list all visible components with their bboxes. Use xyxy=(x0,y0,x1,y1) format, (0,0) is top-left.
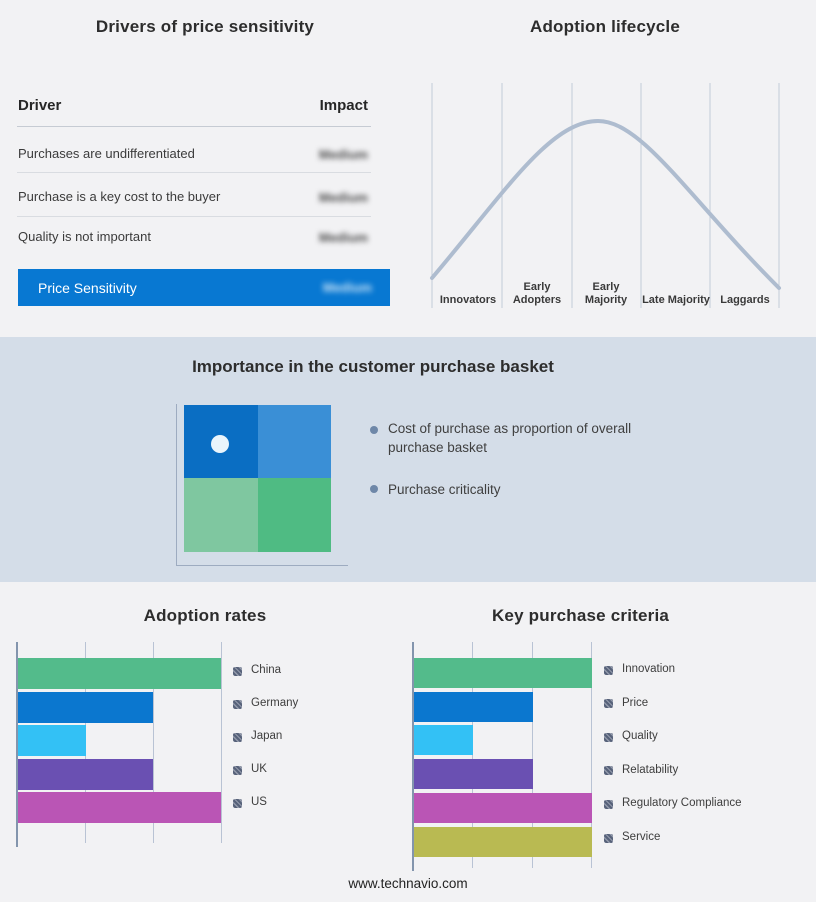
blurred-impact-value: Medium xyxy=(318,190,368,205)
legend-swatch-quality xyxy=(604,733,613,742)
bullet-icon xyxy=(370,485,378,493)
bar-quality xyxy=(414,725,473,755)
bar-china xyxy=(18,658,221,689)
gridline xyxy=(532,642,533,868)
drivers-panel-title: Drivers of price sensitivity xyxy=(95,17,315,36)
legend-swatch-germany xyxy=(233,700,242,709)
gridline xyxy=(591,642,592,868)
purchase-basket-band xyxy=(0,337,816,582)
stage-label-early-adopters: Early Adopters xyxy=(512,281,562,306)
table-row-divider xyxy=(17,172,371,173)
price-sensitivity-summary-row: Price Sensitivity Medium xyxy=(18,269,390,306)
quadrant-y-axis xyxy=(176,404,177,566)
legend-swatch-service xyxy=(604,834,613,843)
quadrant-x-axis xyxy=(176,565,348,566)
stage-label-laggards: Laggards xyxy=(720,294,770,306)
legend-label-price: Price xyxy=(622,697,649,709)
table-row-divider xyxy=(17,216,371,217)
legend-label-regulatory-compliance: Regulatory Compliance xyxy=(622,797,742,809)
bar-japan xyxy=(18,725,86,756)
table-row-driver: Purchases are undifferentiated xyxy=(18,146,195,161)
gridline xyxy=(85,642,86,843)
table-row-driver: Purchase is a key cost to the buyer xyxy=(18,189,221,204)
legend-label-china: China xyxy=(251,664,282,676)
bar-uk xyxy=(18,759,153,790)
quadrant-bottom-left xyxy=(184,478,258,552)
gridline xyxy=(17,642,18,843)
table-header-impact: Impact xyxy=(319,97,368,114)
legend-label-us: US xyxy=(251,796,267,808)
bar-innovation xyxy=(414,658,592,688)
legend-swatch-relatability xyxy=(604,766,613,775)
table-row-impact: Medium xyxy=(250,146,368,164)
value-axis-line xyxy=(16,642,18,847)
stage-label-innovators: Innovators xyxy=(439,294,497,306)
bar-service xyxy=(414,827,592,857)
legend-swatch-price xyxy=(604,699,613,708)
legend-label-uk: UK xyxy=(251,763,267,775)
legend-label-relatability: Relatability xyxy=(622,764,679,776)
stage-label-late-majority: Late Majority xyxy=(642,294,710,306)
bar-price xyxy=(414,692,533,722)
legend-swatch-china xyxy=(233,667,242,676)
bullet-text: Cost of purchase as proportion of overal… xyxy=(388,421,632,455)
blurred-impact-value: Medium xyxy=(318,147,368,162)
summary-row-label: Price Sensitivity xyxy=(38,279,137,296)
adoption-lifecycle-chart xyxy=(430,83,781,308)
legend-swatch-us xyxy=(233,799,242,808)
key-purchase-criteria-title: Key purchase criteria xyxy=(491,606,670,625)
legend-swatch-uk xyxy=(233,766,242,775)
blurred-impact-value: Medium xyxy=(318,230,368,245)
legend-label-germany: Germany xyxy=(251,697,299,709)
value-axis-line xyxy=(412,642,414,871)
bar-us xyxy=(18,792,221,823)
stage-label-early-majority: Early Majority xyxy=(584,281,628,306)
legend-swatch-japan xyxy=(233,733,242,742)
quadrant-top-right xyxy=(258,405,331,478)
gridline xyxy=(472,642,473,868)
bar-relatability xyxy=(414,759,533,789)
footer-url: www.technavio.com xyxy=(348,876,468,891)
legend-swatch-regulatory-compliance xyxy=(604,800,613,809)
table-row-driver: Quality is not important xyxy=(18,229,151,244)
lifecycle-stage-labels: Innovators Early Adopters Early Majority La… xyxy=(420,72,790,312)
bullet-icon xyxy=(370,426,378,434)
legend-swatch-innovation xyxy=(604,666,613,675)
lifecycle-panel-title: Adoption lifecycle xyxy=(529,17,680,36)
table-header-driver: Driver xyxy=(18,97,62,114)
legend-label-service: Service xyxy=(622,831,661,843)
blurred-impact-value: Medium xyxy=(322,280,372,295)
bullet-text: Purchase criticality xyxy=(388,482,501,497)
gridline xyxy=(221,642,222,843)
basket-band-title: Importance in the customer purchase bask… xyxy=(192,357,554,376)
legend-label-japan: Japan xyxy=(251,730,283,742)
legend-label-innovation: Innovation xyxy=(622,663,676,675)
bell-curve xyxy=(430,118,781,290)
stage-gridlines xyxy=(431,83,780,308)
gridline xyxy=(153,642,154,843)
bar-regulatory-compliance xyxy=(414,793,592,823)
bar-germany xyxy=(18,692,153,723)
table-row-impact: Medium xyxy=(250,229,368,247)
table-row-impact: Medium xyxy=(250,189,368,207)
position-marker-dot xyxy=(211,435,229,453)
quadrant-bottom-right xyxy=(258,478,331,552)
adoption-rates-title: Adoption rates xyxy=(143,606,267,625)
gridline xyxy=(413,642,414,868)
legend-label-quality: Quality xyxy=(622,730,658,742)
table-header-divider xyxy=(17,126,371,127)
